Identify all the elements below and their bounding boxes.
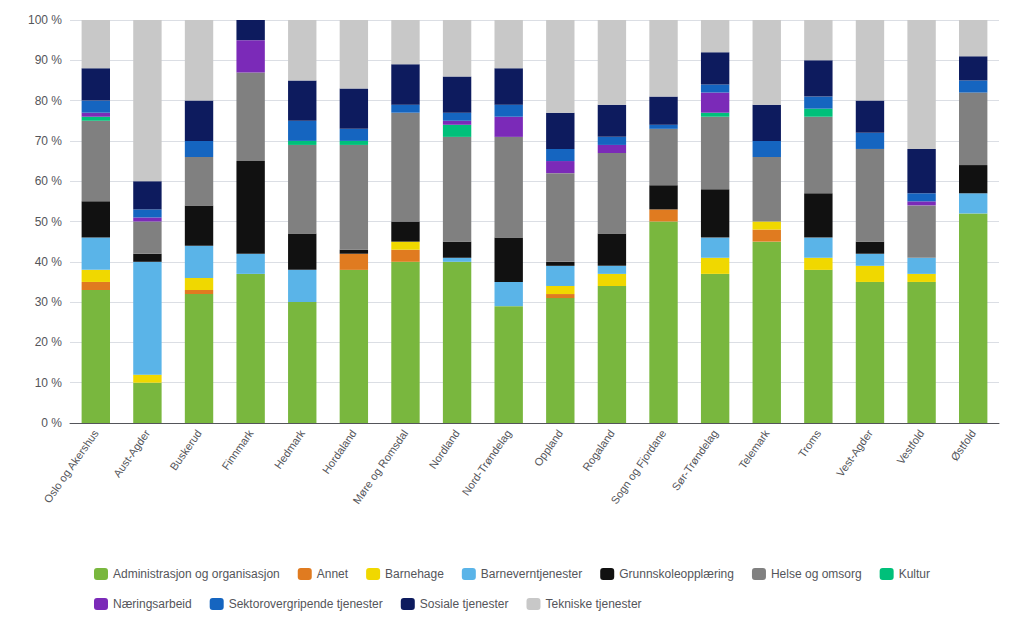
svg-text:Oppland: Oppland: [532, 428, 566, 469]
svg-text:Helse og omsorg: Helse og omsorg: [771, 567, 862, 581]
svg-text:Vestfold: Vestfold: [894, 428, 926, 467]
svg-text:40 %: 40 %: [35, 255, 63, 269]
svg-text:60 %: 60 %: [35, 174, 63, 188]
svg-text:20 %: 20 %: [35, 335, 63, 349]
svg-text:Annet: Annet: [317, 567, 349, 581]
svg-text:Sør-Trøndelag: Sør-Trøndelag: [669, 428, 720, 493]
svg-text:10 %: 10 %: [35, 376, 63, 390]
svg-text:Hedmark: Hedmark: [272, 427, 308, 471]
svg-text:Tekniske tjenester: Tekniske tjenester: [546, 597, 642, 611]
svg-text:Nordland: Nordland: [427, 428, 462, 471]
svg-text:Administrasjon og organisasjon: Administrasjon og organisasjon: [113, 567, 280, 581]
svg-text:80 %: 80 %: [35, 94, 63, 108]
svg-text:Rogaland: Rogaland: [580, 428, 617, 473]
svg-text:90 %: 90 %: [35, 53, 63, 67]
svg-text:Møre og Romsdal: Møre og Romsdal: [350, 428, 410, 506]
svg-text:Barneverntjenester: Barneverntjenester: [481, 567, 582, 581]
svg-text:Vest-Agder: Vest-Agder: [834, 427, 875, 479]
svg-text:Sektorovergripende tjenester: Sektorovergripende tjenester: [229, 597, 383, 611]
svg-text:Aust-Agder: Aust-Agder: [111, 427, 153, 479]
svg-text:Nord-Trøndelag: Nord-Trøndelag: [459, 428, 513, 498]
svg-text:Kultur: Kultur: [899, 567, 930, 581]
svg-text:Sogn og Fjordane: Sogn og Fjordane: [608, 428, 668, 507]
svg-text:Barnehage: Barnehage: [385, 567, 444, 581]
svg-text:Finnmark: Finnmark: [219, 427, 255, 472]
svg-text:Hordaland: Hordaland: [320, 428, 359, 476]
svg-text:Oslo og Akershus: Oslo og Akershus: [41, 427, 101, 505]
svg-text:Sosiale tjenester: Sosiale tjenester: [420, 597, 509, 611]
svg-text:Troms: Troms: [796, 427, 824, 459]
svg-text:Telemark: Telemark: [736, 427, 772, 471]
svg-text:0 %: 0 %: [41, 416, 62, 430]
svg-text:70 %: 70 %: [35, 134, 63, 148]
svg-text:Østfold: Østfold: [948, 428, 978, 463]
svg-text:Buskerud: Buskerud: [167, 428, 204, 473]
svg-text:50 %: 50 %: [35, 215, 63, 229]
svg-text:Grunnskoleopplæring: Grunnskoleopplæring: [619, 567, 734, 581]
svg-text:30 %: 30 %: [35, 295, 63, 309]
svg-text:100 %: 100 %: [28, 13, 62, 27]
svg-text:Næringsarbeid: Næringsarbeid: [113, 597, 192, 611]
